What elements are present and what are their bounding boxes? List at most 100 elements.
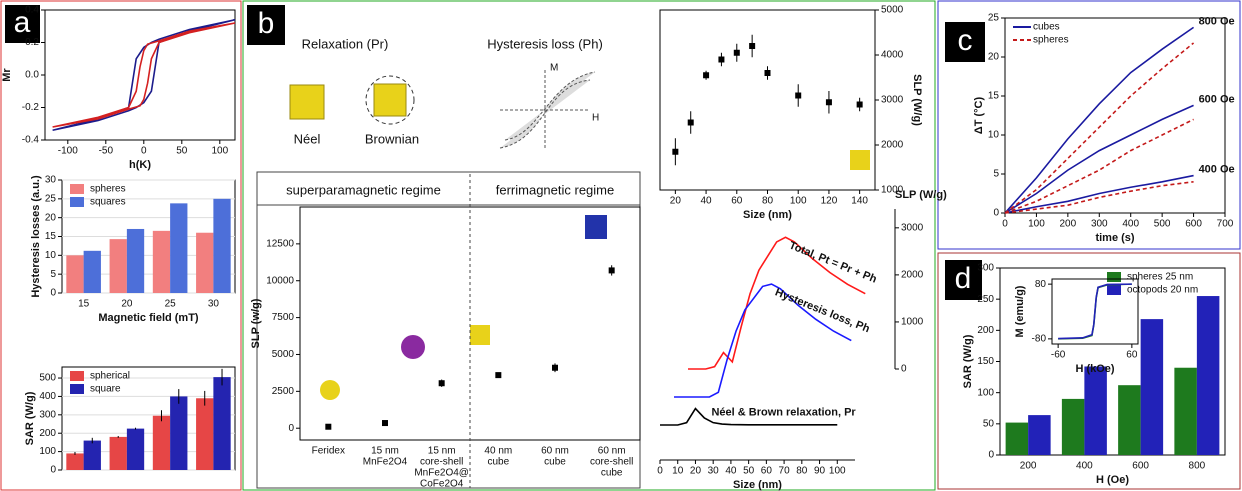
x-tick-label: 60 bbox=[761, 466, 773, 477]
x-tick-label: 100 bbox=[1028, 219, 1045, 230]
x-tick-label: 600 bbox=[1185, 219, 1202, 230]
x-tick-label: 30 bbox=[708, 466, 720, 477]
x-tick-label: 100 bbox=[790, 196, 807, 207]
x-tick-label: 140 bbox=[851, 196, 868, 207]
x-tick-label: 50 bbox=[743, 466, 755, 477]
x-tick-label: 10 bbox=[672, 466, 684, 477]
bar bbox=[84, 441, 101, 470]
y-tick-label: 0.2 bbox=[25, 37, 39, 48]
x-axis-label: Size (nm) bbox=[733, 479, 782, 491]
x-tick-label: 20 bbox=[121, 299, 133, 310]
cube-icon bbox=[290, 85, 324, 119]
y-axis-label: SLP (W/g) bbox=[895, 189, 947, 201]
x-axis-label: Magnetic field (mT) bbox=[98, 312, 199, 324]
bar bbox=[153, 231, 170, 293]
x-tick-label: 60 bbox=[1126, 350, 1138, 361]
x-axis-label: h(K) bbox=[129, 159, 151, 171]
x-tick-label: cube bbox=[487, 457, 509, 468]
y-tick-label: 7500 bbox=[272, 312, 295, 323]
data-point bbox=[325, 424, 331, 430]
y-tick-label: 2000 bbox=[901, 270, 924, 281]
cube-icon bbox=[850, 150, 870, 170]
bar bbox=[110, 437, 127, 470]
x-tick-label: cube bbox=[544, 457, 566, 468]
panel-label: d bbox=[955, 262, 972, 295]
y-tick-label: 5 bbox=[50, 269, 56, 280]
x-tick-label: 15 nm bbox=[371, 446, 399, 457]
y-axis-label: Mr bbox=[1, 68, 13, 82]
data-point bbox=[552, 365, 558, 371]
cube-icon bbox=[470, 325, 490, 345]
y-tick-label: 30 bbox=[45, 175, 57, 186]
y-tick-label: 25 bbox=[988, 13, 1000, 24]
x-axis-label: H (Oe) bbox=[1096, 474, 1129, 486]
data-point bbox=[765, 70, 771, 76]
bar bbox=[110, 239, 127, 293]
x-tick-label: 30 bbox=[208, 299, 220, 310]
y-axis-label: SAR (W/g) bbox=[962, 334, 974, 388]
x-tick-label: 15 nm bbox=[428, 446, 456, 457]
bar bbox=[1141, 319, 1164, 455]
y-tick-label: -0.2 bbox=[22, 102, 40, 113]
data-line bbox=[674, 284, 851, 397]
data-point bbox=[795, 93, 801, 99]
y-axis-label: M (emu/g) bbox=[1014, 285, 1026, 337]
data-line bbox=[1005, 182, 1194, 213]
y-tick-label: 3000 bbox=[881, 95, 904, 106]
data-line bbox=[1005, 105, 1194, 213]
data-line bbox=[1005, 43, 1194, 213]
x-tick-label: 40 bbox=[725, 466, 737, 477]
y-tick-label: 0 bbox=[50, 288, 56, 299]
series-label: Néel & Brown relaxation, Pr bbox=[711, 406, 856, 418]
y-axis-label: SLP (w/g) bbox=[250, 298, 262, 348]
y-axis-label: Hysteresis losses (a.u.) bbox=[30, 175, 42, 298]
x-tick-label: 100 bbox=[211, 146, 228, 157]
plot-frame bbox=[660, 10, 875, 190]
y-tick-label: 0.0 bbox=[25, 70, 39, 81]
data-point bbox=[857, 102, 863, 108]
y-tick-label: 300 bbox=[39, 409, 56, 420]
panel-label: b bbox=[258, 7, 275, 40]
y-axis-label: SAR (W/g) bbox=[24, 391, 36, 445]
annotation: 400 Oe bbox=[1199, 163, 1235, 175]
x-tick-label: 700 bbox=[1217, 219, 1234, 230]
data-point bbox=[439, 380, 445, 386]
x-tick-label: 300 bbox=[1091, 219, 1108, 230]
y-tick-label: 15 bbox=[988, 91, 1000, 102]
cube-icon bbox=[374, 84, 406, 116]
x-tick-label: 0 bbox=[1002, 219, 1008, 230]
data-line bbox=[53, 23, 235, 127]
x-tick-label: core-shell bbox=[420, 457, 463, 468]
x-tick-label: 80 bbox=[796, 466, 808, 477]
bar bbox=[196, 233, 213, 293]
y-tick-label: -0.4 bbox=[22, 135, 40, 146]
x-tick-label: 60 bbox=[731, 196, 743, 207]
bar bbox=[1084, 366, 1107, 455]
plot-frame bbox=[257, 172, 640, 488]
bar bbox=[153, 416, 170, 470]
annotation: 800 Oe bbox=[1199, 15, 1235, 27]
x-tick-label: 200 bbox=[1020, 461, 1037, 472]
x-tick-label: MnFe2O4 bbox=[363, 457, 408, 468]
x-tick-label: 25 bbox=[165, 299, 177, 310]
schematic-label: Brownian bbox=[365, 131, 419, 146]
series-label: Total, Pt = Pr + Ph bbox=[787, 240, 878, 286]
x-tick-label: 60 nm bbox=[598, 446, 626, 457]
data-point bbox=[382, 420, 388, 426]
x-tick-label: 400 bbox=[1076, 461, 1093, 472]
schematic-label: Hysteresis loss (Ph) bbox=[487, 36, 603, 51]
data-line bbox=[53, 20, 235, 131]
bar bbox=[84, 251, 101, 293]
x-tick-label: Feridex bbox=[312, 446, 345, 457]
sphere-icon bbox=[320, 380, 340, 400]
bar bbox=[1118, 385, 1141, 455]
bar bbox=[1197, 296, 1220, 455]
plot-frame bbox=[1005, 18, 1225, 213]
data-point bbox=[718, 57, 724, 63]
x-tick-label: 40 nm bbox=[484, 446, 512, 457]
bar bbox=[66, 453, 83, 470]
bar bbox=[196, 398, 213, 470]
y-tick-label: 10 bbox=[988, 130, 1000, 141]
series-label: Hysteresis loss, Ph bbox=[773, 286, 871, 335]
y-tick-label: 10 bbox=[45, 250, 57, 261]
